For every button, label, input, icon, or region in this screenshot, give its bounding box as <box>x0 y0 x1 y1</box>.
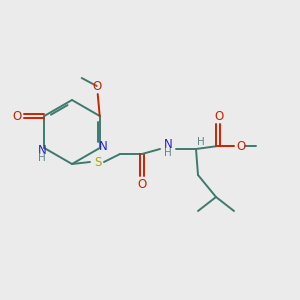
Text: N: N <box>38 143 47 157</box>
Text: H: H <box>197 137 205 147</box>
Text: O: O <box>13 110 22 122</box>
Text: O: O <box>214 110 224 122</box>
Text: H: H <box>38 153 46 163</box>
Text: O: O <box>236 140 246 152</box>
Text: N: N <box>99 140 108 152</box>
Text: H: H <box>164 148 172 158</box>
Text: S: S <box>94 155 102 169</box>
Text: O: O <box>92 80 101 92</box>
Text: N: N <box>164 137 172 151</box>
Text: O: O <box>137 178 147 190</box>
